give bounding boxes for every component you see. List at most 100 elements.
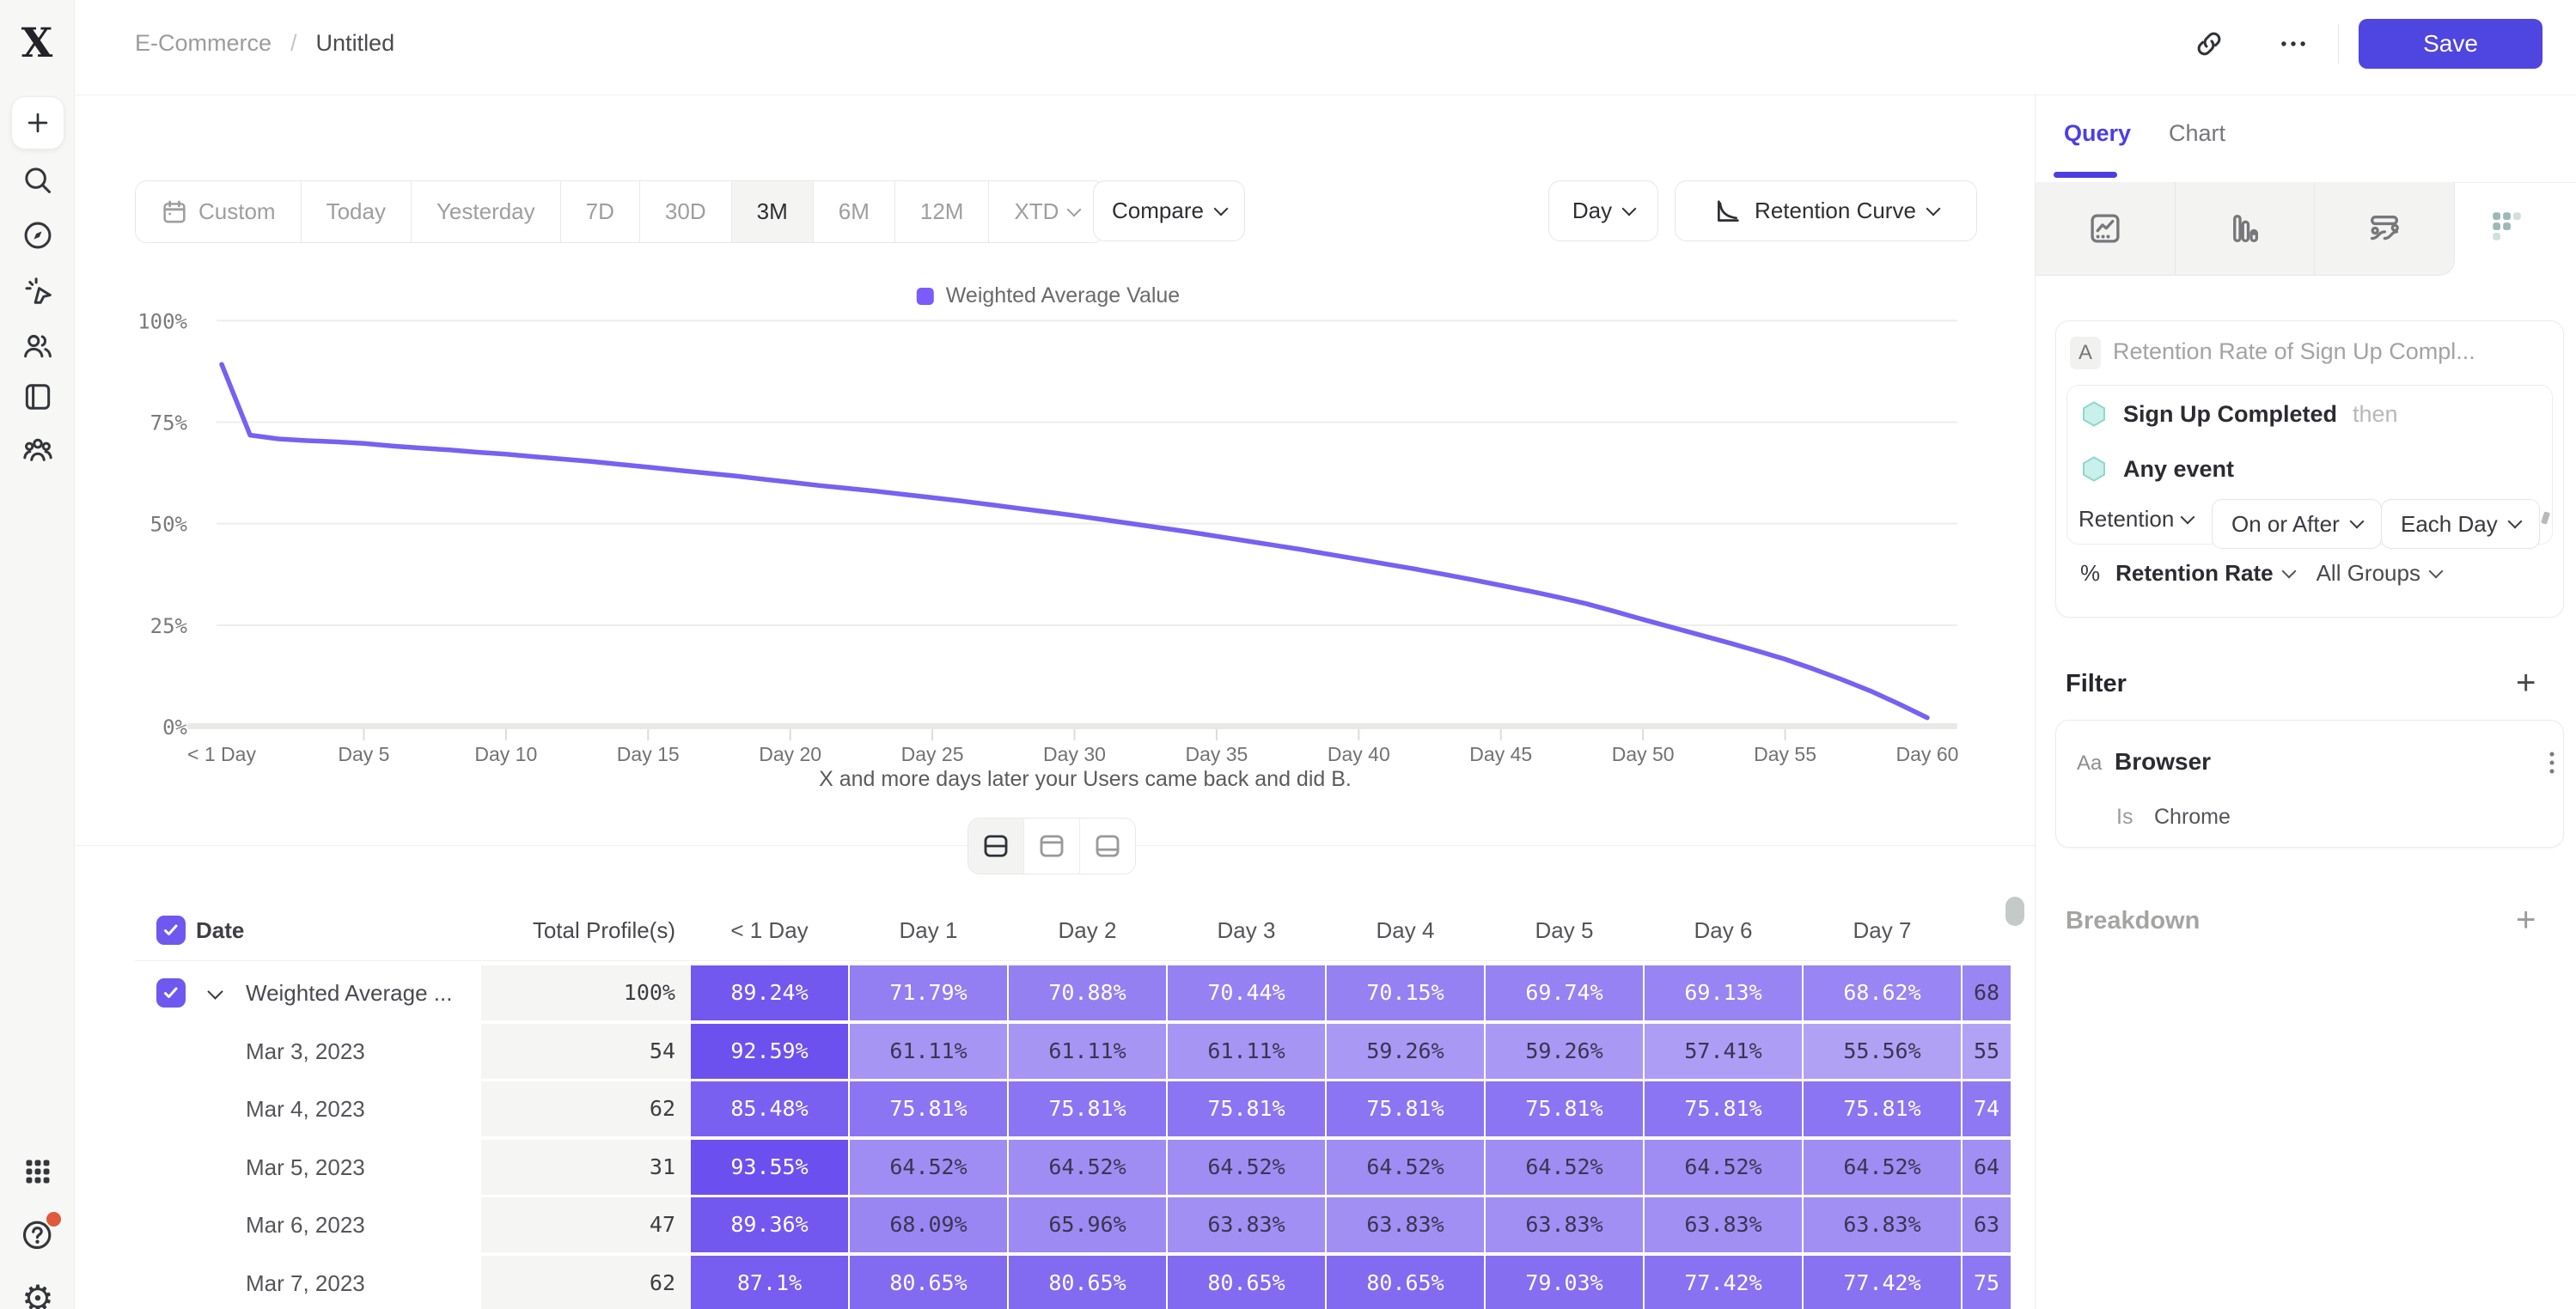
range-custom[interactable]: Custom	[136, 181, 302, 242]
sidebar-item-reports[interactable]	[21, 380, 55, 414]
retention-cell: 61.11%	[850, 1023, 1007, 1079]
retention-cell: 77.42%	[1804, 1256, 1961, 1309]
retention-curve-chart: 100% 75% 50% 25% 0%< 1 Day Day 5 Day 10 Day 15 D…	[137, 309, 1959, 765]
x-axis-label: Day 40	[1328, 743, 1390, 765]
range-label: 6M	[838, 198, 870, 224]
add-breakdown-button[interactable]: +	[2516, 901, 2536, 939]
retention-cell: 63.83%	[1645, 1197, 1802, 1253]
range-3m[interactable]: 3M	[731, 181, 814, 242]
retention-cell: 75.81%	[1486, 1081, 1643, 1137]
y-axis-label: 0%	[162, 715, 187, 740]
range-7d[interactable]: 7D	[560, 181, 640, 242]
retention-cell-clipped: 74	[1963, 1081, 2011, 1137]
breakdown-heading: Breakdown	[2066, 907, 2201, 935]
breadcrumb: E-Commerce / Untitled	[135, 26, 394, 60]
filter-operator[interactable]: Is	[2116, 805, 2133, 829]
groups-dropdown[interactable]: All Groups	[2316, 560, 2420, 586]
view-toggle-chart-view[interactable]	[1024, 819, 1080, 874]
retention-cell: 61.11%	[1168, 1023, 1325, 1079]
breadcrumb-parent[interactable]: E-Commerce	[135, 30, 272, 56]
on-or-after-dropdown[interactable]: On or After	[2212, 499, 2382, 549]
sidebar-item-events[interactable]	[21, 273, 55, 307]
expand-chevron-icon[interactable]	[207, 983, 223, 1000]
tab-chart[interactable]: Chart	[2169, 120, 2226, 146]
add-filter-button[interactable]: +	[2516, 664, 2536, 702]
retention-cell: 70.44%	[1168, 965, 1325, 1020]
filter-property[interactable]: Browser	[2115, 748, 2212, 775]
retention-cell: 69.13%	[1645, 965, 1802, 1020]
retention-cell: 75.81%	[1645, 1081, 1802, 1137]
each-day-label: Each Day	[2401, 510, 2498, 537]
range-label: 30D	[664, 198, 706, 224]
sidebar-item-search[interactable]	[21, 163, 55, 198]
x-axis-label: Day 45	[1469, 743, 1532, 765]
total-profiles-cell: 31	[481, 1139, 691, 1195]
sidebar-item-settings[interactable]: ⚙	[21, 1281, 55, 1309]
step-event-name[interactable]: Any event	[2123, 455, 2235, 482]
sidebar-item-explore[interactable]	[21, 218, 55, 253]
table-scrollbar-thumb[interactable]	[2005, 897, 2024, 926]
retention-cell: 59.26%	[1486, 1023, 1643, 1079]
retention-cell: 64.52%	[1486, 1139, 1643, 1195]
layout-top-icon	[1036, 831, 1067, 862]
row-label-date: Mar 3, 2023	[246, 1038, 365, 1064]
chart-view-label: Retention Curve	[1755, 198, 1916, 223]
filter-value[interactable]: Chrome	[2154, 805, 2231, 829]
legend-swatch	[916, 287, 934, 305]
view-toggle-split-view[interactable]	[968, 819, 1024, 874]
x-axis-label: Day 60	[1896, 743, 1959, 765]
row-label-weighted-average: Weighted Average ...	[246, 980, 453, 1006]
range-30d[interactable]: 30D	[639, 181, 732, 242]
retention-grid-icon	[2488, 208, 2524, 244]
range-6m[interactable]: 6M	[813, 181, 895, 242]
app-logo[interactable]: X	[21, 20, 53, 67]
each-day-dropdown[interactable]: Each Day	[2381, 499, 2540, 549]
compare-button[interactable]: Compare	[1093, 180, 1245, 241]
query-title[interactable]: Retention Rate of Sign Up Compl...	[2113, 338, 2475, 364]
retention-mode-label: Retention	[2079, 506, 2175, 532]
new-button[interactable]	[11, 96, 64, 149]
flow-icon	[2366, 210, 2402, 247]
charttype-tab-bar-chart[interactable]	[2176, 182, 2316, 275]
retention-cell: 80.65%	[1327, 1256, 1484, 1309]
save-button[interactable]: Save	[2359, 19, 2542, 69]
retention-cell-clipped: 63	[1963, 1197, 2011, 1253]
breadcrumb-current[interactable]: Untitled	[315, 30, 395, 56]
range-yesterday[interactable]: Yesterday	[411, 181, 561, 242]
row-checkbox[interactable]	[156, 978, 186, 1008]
retention-cell: 63.83%	[1168, 1197, 1325, 1253]
retention-cell: 68.09%	[850, 1197, 1007, 1253]
step-event-name[interactable]: Sign Up Completed	[2123, 400, 2337, 427]
chart-view-button[interactable]: Retention Curve	[1675, 180, 1977, 241]
granularity-button[interactable]: Day	[1548, 180, 1658, 241]
retention-cell: 63.83%	[1327, 1197, 1484, 1253]
range-12m[interactable]: 12M	[894, 181, 990, 242]
select-all-checkbox[interactable]	[156, 916, 186, 945]
retention-mode-dropdown[interactable]: Retention	[2079, 506, 2195, 533]
measure-dropdown[interactable]: Retention Rate	[2115, 560, 2274, 586]
retention-cell: 64.52%	[1645, 1139, 1802, 1195]
view-toggle-table-view[interactable]	[1080, 819, 1135, 874]
sidebar-item-cohorts[interactable]	[21, 433, 55, 467]
charttype-tab-line-chart[interactable]	[2036, 182, 2176, 275]
charttype-tab-flow-chart[interactable]	[2315, 182, 2454, 275]
range-today[interactable]: Today	[301, 181, 412, 242]
retention-cell: 69.74%	[1486, 965, 1643, 1020]
kebab-icon[interactable]	[2537, 748, 2567, 777]
column-header-day: Day 4	[1376, 917, 1435, 943]
filter-heading: Filter	[2066, 670, 2127, 697]
sidebar-item-help[interactable]	[21, 1212, 61, 1251]
query-card: A Retention Rate of Sign Up Compl... Sig…	[2055, 320, 2564, 618]
chevron-down-icon	[2180, 509, 2195, 524]
sidebar-item-apps[interactable]	[21, 1154, 55, 1189]
range-xtd[interactable]: XTD	[989, 181, 1105, 242]
tab-query[interactable]: Query	[2064, 120, 2132, 146]
retention-cell: 64.52%	[1168, 1139, 1325, 1195]
more-options-icon[interactable]	[2277, 27, 2310, 60]
retention-cell: 59.26%	[1327, 1023, 1484, 1079]
total-profiles-cell: 54	[481, 1023, 691, 1079]
range-label: Today	[326, 198, 386, 224]
sidebar-item-users[interactable]	[21, 329, 55, 363]
share-link-icon[interactable]	[2193, 27, 2225, 60]
charttype-tab-retention-grid-selected[interactable]	[2488, 208, 2524, 244]
